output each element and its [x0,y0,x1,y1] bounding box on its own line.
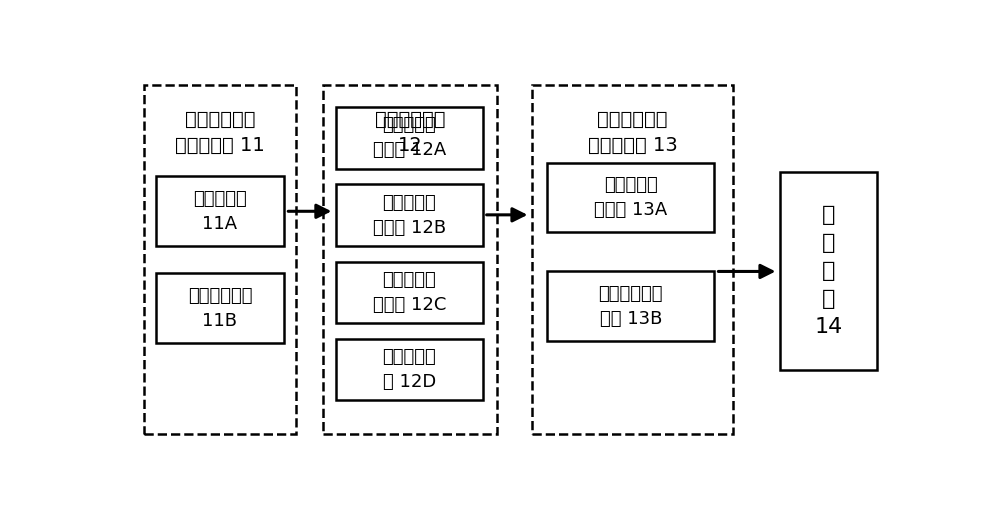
Bar [323,85,497,434]
Bar [144,85,296,434]
Text: 小波幅值处
理模块 12B: 小波幅值处 理模块 12B [373,194,446,236]
Bar [336,262,483,323]
Bar [780,173,877,371]
Text: 数据采集分析
系统 13B: 数据采集分析 系统 13B [598,285,663,327]
Bar [547,162,714,232]
Text: 分布式压力实
时监测模块 13: 分布式压力实 时监测模块 13 [588,110,678,155]
Text: 报
警
模
块
14: 报 警 模 块 14 [814,206,842,338]
Bar [336,339,483,400]
Bar [156,273,284,343]
Text: 分布式压力
传感器 13A: 分布式压力 传感器 13A [594,176,667,219]
Text: 血氧压力对
应模块 12C: 血氧压力对 应模块 12C [373,271,446,314]
Bar [532,85,733,434]
Text: 数据分析模块
12: 数据分析模块 12 [375,110,445,155]
Text: 数据采集电路
11B: 数据采集电路 11B [188,286,252,329]
Text: 柔性传感器
11A: 柔性传感器 11A [193,190,247,233]
Bar [336,107,483,169]
Bar [547,271,714,341]
Text: 肌氧和压力同
步采集模块 11: 肌氧和压力同 步采集模块 11 [175,110,265,155]
Text: 阈值提取模
块 12D: 阈值提取模 块 12D [383,348,436,391]
Text: 小波变化处
理模块 12A: 小波变化处 理模块 12A [373,116,446,159]
Bar [336,185,483,246]
Bar [156,176,284,246]
